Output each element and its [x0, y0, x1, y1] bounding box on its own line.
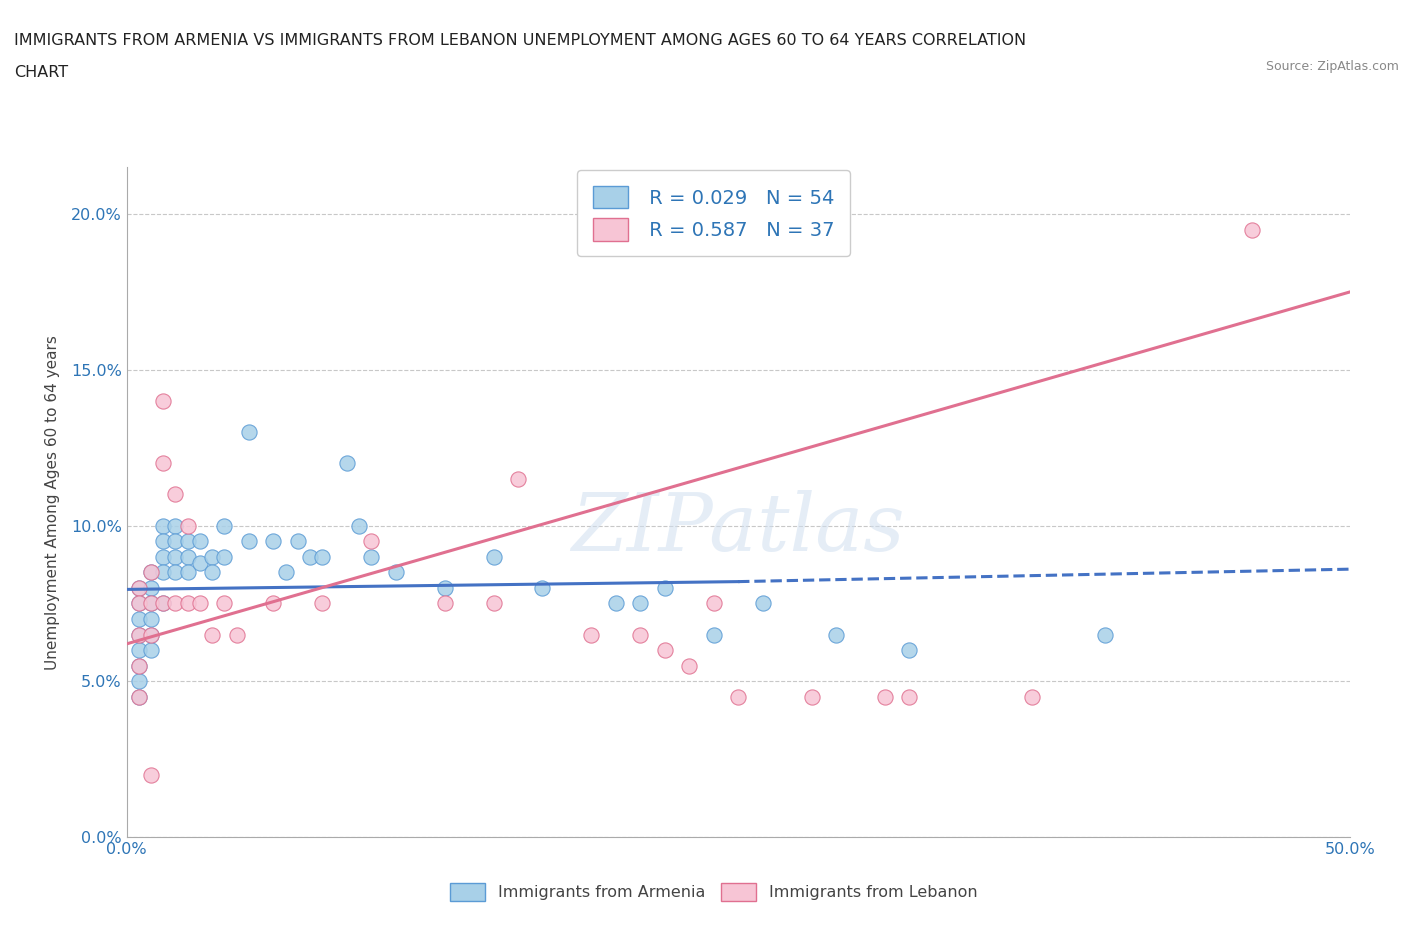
- Point: [605, 596, 627, 611]
- Text: ZIPatlas: ZIPatlas: [571, 490, 905, 567]
- Point: [654, 643, 676, 658]
- Point: [628, 596, 651, 611]
- Point: [482, 596, 505, 611]
- Point: [165, 534, 187, 549]
- Point: [188, 555, 211, 570]
- Point: [152, 565, 174, 579]
- Text: Source: ZipAtlas.com: Source: ZipAtlas.com: [1265, 60, 1399, 73]
- Point: [654, 580, 676, 595]
- Point: [152, 596, 174, 611]
- Point: [177, 565, 200, 579]
- Point: [678, 658, 700, 673]
- Point: [238, 425, 260, 440]
- Point: [311, 550, 333, 565]
- Point: [225, 627, 247, 642]
- Point: [128, 689, 150, 704]
- Point: [1240, 222, 1263, 237]
- Point: [165, 487, 187, 502]
- Point: [152, 456, 174, 471]
- Point: [506, 472, 529, 486]
- Point: [703, 627, 725, 642]
- Point: [177, 534, 200, 549]
- Point: [188, 596, 211, 611]
- Point: [898, 689, 921, 704]
- Point: [128, 674, 150, 689]
- Point: [201, 627, 224, 642]
- Point: [1094, 627, 1116, 642]
- Point: [201, 565, 224, 579]
- Point: [165, 596, 187, 611]
- Point: [703, 596, 725, 611]
- Legend: Immigrants from Armenia, Immigrants from Lebanon: Immigrants from Armenia, Immigrants from…: [441, 875, 986, 910]
- Point: [1021, 689, 1043, 704]
- Point: [214, 596, 236, 611]
- Point: [152, 596, 174, 611]
- Point: [165, 518, 187, 533]
- Point: [360, 534, 382, 549]
- Point: [177, 596, 200, 611]
- Point: [128, 596, 150, 611]
- Point: [262, 596, 284, 611]
- Point: [152, 550, 174, 565]
- Point: [139, 565, 162, 579]
- Point: [139, 565, 162, 579]
- Point: [128, 689, 150, 704]
- Point: [139, 627, 162, 642]
- Point: [128, 580, 150, 595]
- Point: [139, 612, 162, 627]
- Point: [177, 550, 200, 565]
- Point: [201, 550, 224, 565]
- Text: CHART: CHART: [14, 65, 67, 80]
- Point: [165, 550, 187, 565]
- Point: [238, 534, 260, 549]
- Point: [214, 518, 236, 533]
- Point: [262, 534, 284, 549]
- Point: [214, 550, 236, 565]
- Point: [128, 658, 150, 673]
- Point: [311, 596, 333, 611]
- Point: [128, 658, 150, 673]
- Point: [152, 534, 174, 549]
- Point: [825, 627, 848, 642]
- Point: [628, 627, 651, 642]
- Point: [287, 534, 309, 549]
- Point: [139, 580, 162, 595]
- Point: [128, 580, 150, 595]
- Point: [188, 534, 211, 549]
- Point: [898, 643, 921, 658]
- Point: [800, 689, 823, 704]
- Point: [433, 596, 456, 611]
- Point: [347, 518, 370, 533]
- Point: [873, 689, 896, 704]
- Point: [139, 643, 162, 658]
- Point: [336, 456, 359, 471]
- Point: [128, 612, 150, 627]
- Point: [128, 627, 150, 642]
- Point: [139, 767, 162, 782]
- Point: [384, 565, 406, 579]
- Text: IMMIGRANTS FROM ARMENIA VS IMMIGRANTS FROM LEBANON UNEMPLOYMENT AMONG AGES 60 TO: IMMIGRANTS FROM ARMENIA VS IMMIGRANTS FR…: [14, 33, 1026, 47]
- Point: [139, 627, 162, 642]
- Point: [128, 627, 150, 642]
- Point: [152, 393, 174, 408]
- Point: [433, 580, 456, 595]
- Point: [274, 565, 297, 579]
- Point: [165, 565, 187, 579]
- Point: [751, 596, 773, 611]
- Point: [139, 596, 162, 611]
- Point: [581, 627, 603, 642]
- Point: [128, 596, 150, 611]
- Point: [531, 580, 554, 595]
- Y-axis label: Unemployment Among Ages 60 to 64 years: Unemployment Among Ages 60 to 64 years: [45, 335, 59, 670]
- Point: [360, 550, 382, 565]
- Point: [482, 550, 505, 565]
- Point: [139, 596, 162, 611]
- Point: [177, 518, 200, 533]
- Point: [128, 643, 150, 658]
- Point: [152, 518, 174, 533]
- Point: [299, 550, 322, 565]
- Point: [727, 689, 749, 704]
